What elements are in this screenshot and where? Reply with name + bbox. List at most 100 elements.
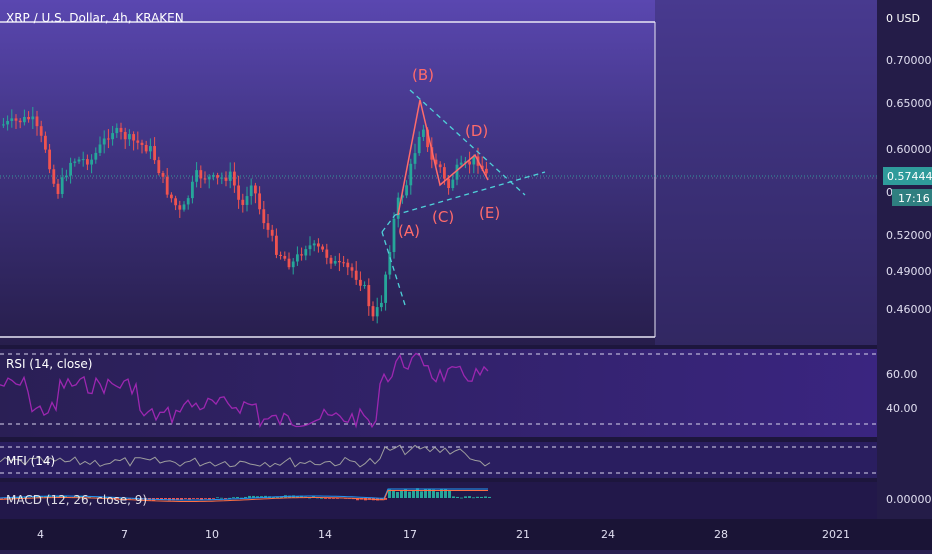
candle-body (23, 116, 26, 123)
macd-bar (256, 496, 259, 498)
macd-bar (336, 498, 339, 499)
countdown-value: 17:16 (898, 192, 930, 205)
candle-body (422, 129, 425, 137)
candle-body (73, 161, 77, 163)
candle-body (447, 178, 450, 189)
macd-bar (232, 497, 235, 499)
macd-bar (204, 498, 207, 499)
wave-label-e[interactable]: (E) (479, 204, 500, 222)
price-scale[interactable] (877, 0, 932, 550)
mfi-label[interactable]: MFI (14) (6, 454, 55, 468)
macd-bar (324, 498, 327, 499)
rsi-pane[interactable] (0, 349, 877, 437)
candle-body (300, 254, 303, 256)
macd-bar (88, 496, 91, 498)
candle-body (317, 243, 320, 247)
macd-bar (228, 497, 231, 499)
candle-body (287, 258, 291, 268)
macd-bar (444, 489, 447, 498)
macd-bar (488, 496, 491, 498)
macd-bar (276, 496, 279, 498)
pane-separator[interactable] (0, 345, 877, 349)
future-area (655, 0, 877, 345)
mfi-pane[interactable] (0, 442, 877, 478)
macd-bar (476, 496, 479, 498)
currency-badge[interactable]: 0 USD (886, 12, 920, 25)
candle-body (279, 254, 282, 256)
candle-body (153, 146, 156, 161)
candle-body (31, 116, 35, 120)
price-tick: 0.60000 (886, 143, 932, 156)
candle-body (220, 177, 224, 179)
last-price-value: 0.57444 (887, 170, 932, 183)
macd-bar (236, 496, 239, 498)
macd-bar (196, 498, 199, 499)
candle-body (258, 193, 261, 210)
rsi-label[interactable]: RSI (14, close) (6, 357, 92, 371)
macd-bar (416, 488, 419, 498)
candle-body (111, 133, 114, 140)
candle-body (65, 175, 68, 178)
candle-body (69, 162, 72, 176)
pane-separator[interactable] (0, 437, 877, 442)
macd-tick: 0.00000 (886, 493, 932, 506)
wave-a-extension[interactable] (381, 214, 396, 233)
macd-bar (220, 497, 223, 499)
mfi-line (0, 444, 491, 468)
candle-body (312, 243, 316, 246)
candle-body (216, 175, 219, 178)
macd-bar (388, 489, 391, 498)
macd-label[interactable]: MACD (12, 26, close, 9) (6, 493, 147, 507)
price-tick: 0.52000 (886, 229, 932, 242)
candle-body (325, 249, 329, 258)
macd-bar (104, 497, 107, 498)
candle-body (354, 270, 358, 280)
candle-body (119, 127, 123, 132)
candle-body (380, 302, 383, 308)
price-tick: 0.46000 (886, 303, 932, 316)
wave-a-vertical[interactable] (381, 231, 406, 306)
macd-bar (168, 498, 171, 501)
candle-body (308, 245, 312, 250)
candle-body (224, 177, 228, 181)
wave-label-d[interactable]: (D) (465, 122, 488, 140)
candle-body (170, 194, 173, 199)
candle-body (451, 179, 455, 189)
macd-bar (400, 490, 403, 498)
macd-bar (320, 497, 323, 499)
macd-bar (380, 498, 383, 500)
candle-body (262, 209, 266, 224)
macd-bar (440, 489, 443, 498)
candle-body (195, 170, 198, 182)
date-tick: 4 (37, 528, 44, 541)
candlestick-series (2, 106, 488, 324)
candle-body (10, 118, 14, 121)
macd-bar (192, 498, 195, 499)
macd-bar (44, 495, 47, 498)
candle-body (329, 257, 333, 264)
wave-path[interactable] (397, 99, 489, 216)
candle-body (459, 162, 463, 165)
candle-body (132, 134, 135, 141)
wave-drawing[interactable] (381, 89, 546, 306)
macd-bar (308, 497, 311, 499)
candle-body (136, 140, 140, 143)
date-tick: 14 (318, 528, 332, 541)
wave-label-a[interactable]: (A) (398, 222, 420, 240)
macd-bar (48, 495, 51, 498)
lower-triangle-line[interactable] (394, 171, 546, 216)
candle-body (359, 279, 362, 286)
candle-body (321, 246, 324, 250)
macd-bar (472, 497, 475, 499)
upper-triangle-line[interactable] (409, 89, 526, 196)
pane-separator[interactable] (0, 478, 877, 482)
wave-label-c[interactable]: (C) (432, 208, 454, 226)
candle-body (178, 205, 182, 210)
wave-label-b[interactable]: (B) (412, 66, 434, 84)
candle-body (384, 274, 387, 303)
time-axis[interactable] (0, 519, 932, 550)
candle-body (241, 199, 245, 205)
candle-body (396, 197, 400, 219)
candle-body (60, 177, 64, 194)
